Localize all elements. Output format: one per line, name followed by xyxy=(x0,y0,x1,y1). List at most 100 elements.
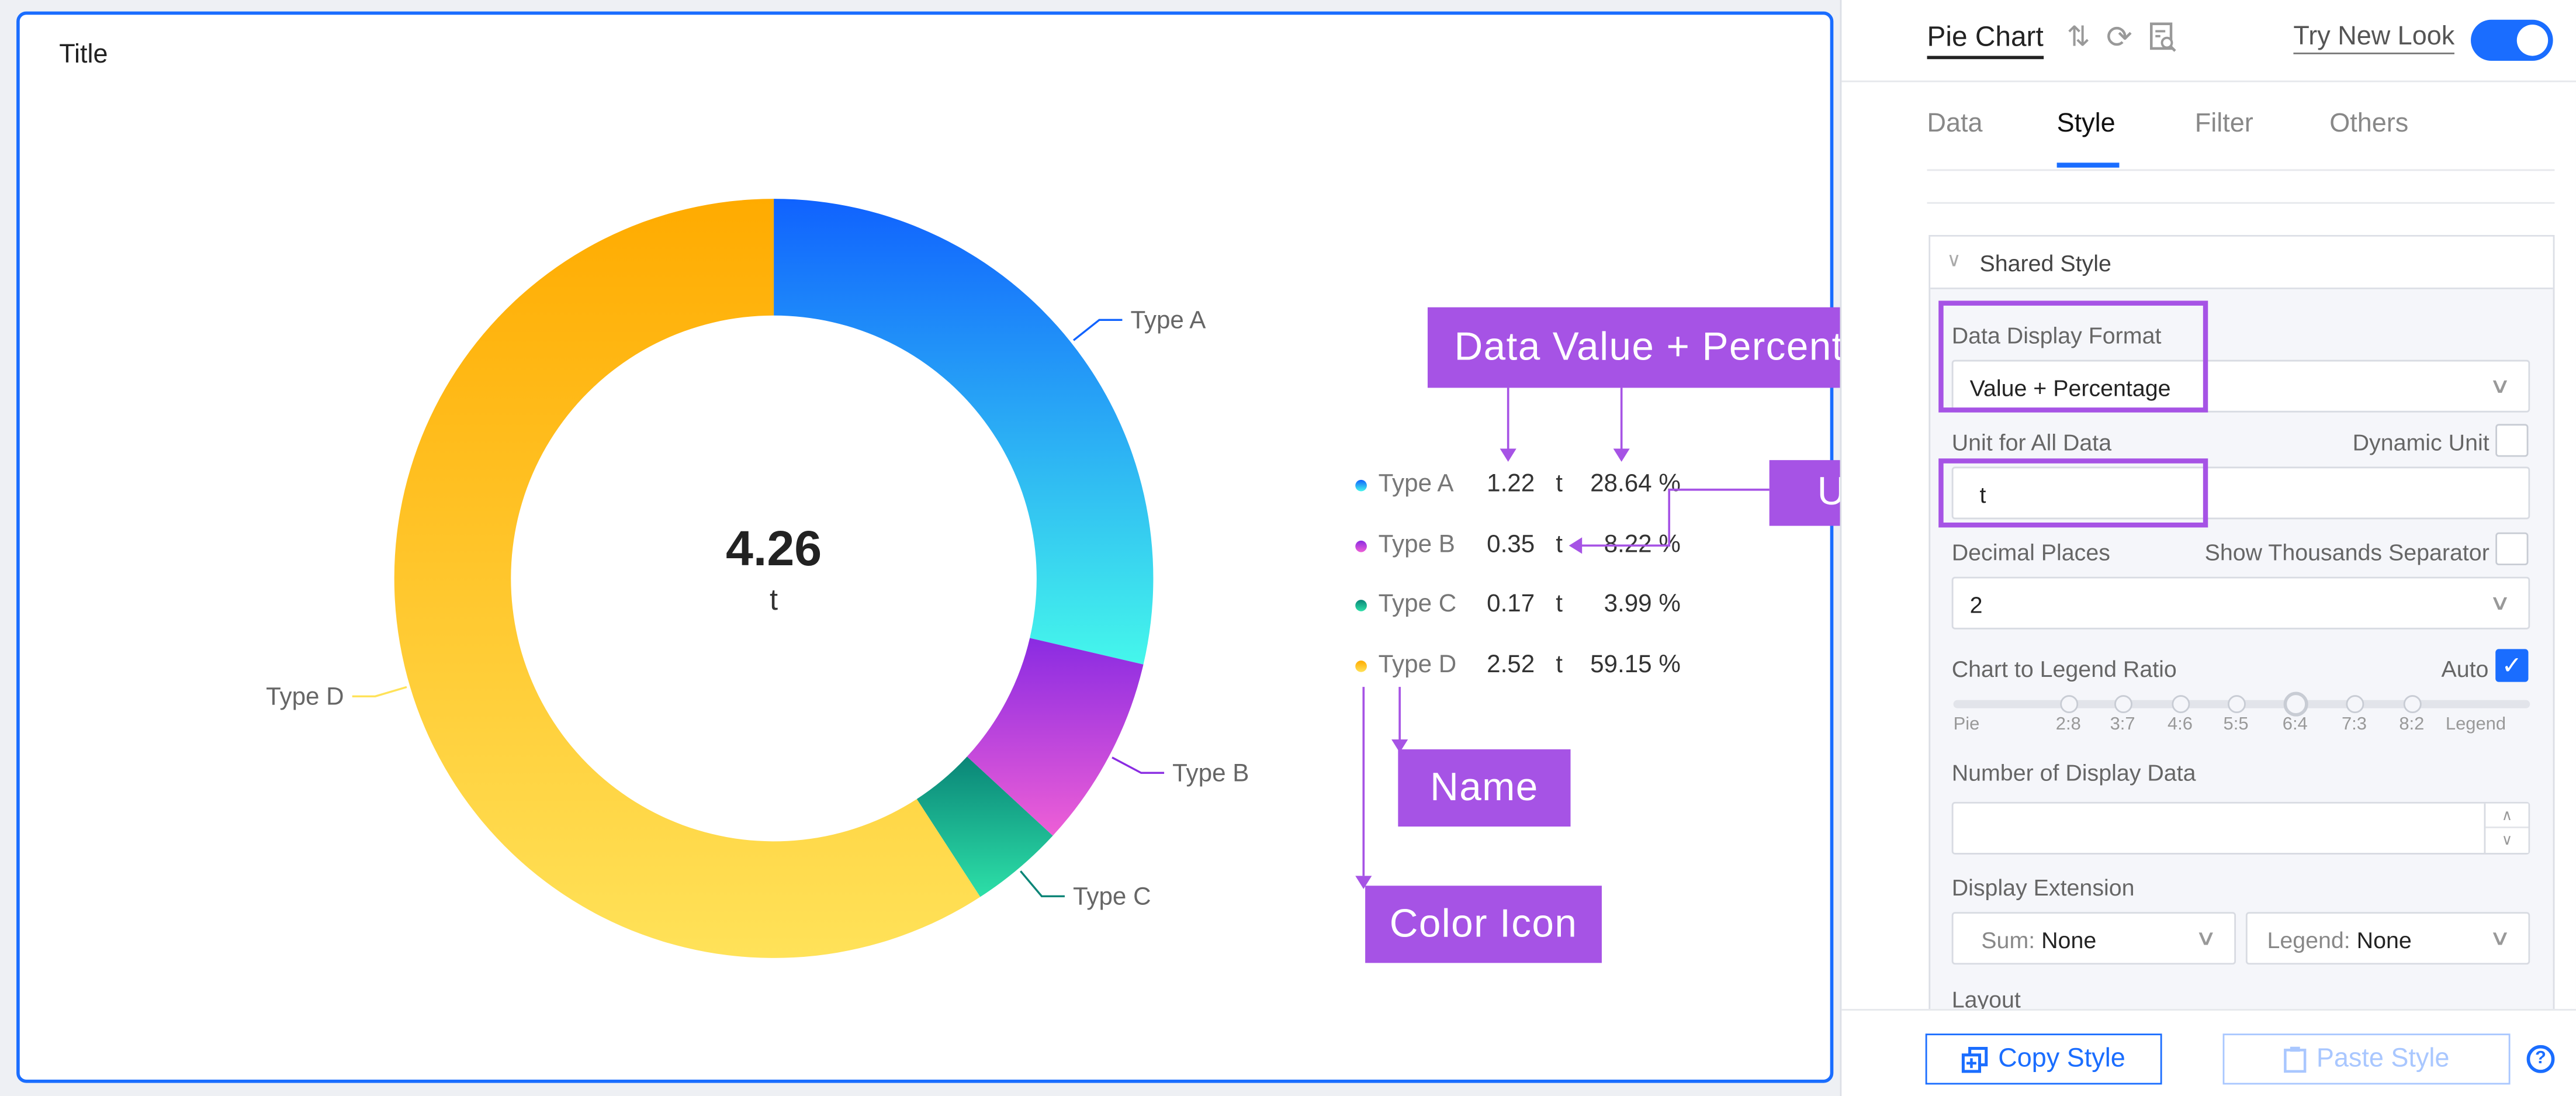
ratio-slider-handle[interactable] xyxy=(2283,692,2308,717)
dynamic-unit-label: Dynamic Unit xyxy=(2352,428,2490,455)
copy-style-button[interactable]: Copy Style xyxy=(1925,1033,2162,1085)
chart-title: Title xyxy=(59,41,108,70)
ratio-slider-stop[interactable] xyxy=(2059,695,2078,714)
sum-label: Sum: xyxy=(1981,926,2035,953)
sum-select[interactable]: Sum: None ∨ xyxy=(1951,912,2236,965)
legend-value: 0.17 xyxy=(1487,590,1535,619)
sort-icon[interactable]: ⇅ xyxy=(2066,21,2090,53)
copy-style-label: Copy Style xyxy=(1998,1044,2125,1073)
legend-percentage: 8.22 % xyxy=(1604,530,1681,558)
legend-unit: t xyxy=(1556,651,1563,679)
paste-style-button[interactable]: Paste Style xyxy=(2222,1033,2511,1085)
header-divider xyxy=(1841,80,2576,82)
chevron-down-icon: ∨ xyxy=(2490,590,2512,615)
selected-value: Value + Percentage xyxy=(1969,374,2171,401)
chevron-down-icon: ∨ xyxy=(2490,373,2512,398)
chevron-down-icon: ∨ xyxy=(2490,925,2512,950)
ratio-slider-stop[interactable] xyxy=(2402,695,2421,714)
num-display-label: Number of Display Data xyxy=(1951,759,2196,786)
panel-title[interactable]: Pie Chart xyxy=(1927,22,2044,60)
ratio-slider-stop[interactable] xyxy=(2345,695,2363,714)
tab-style[interactable]: Style xyxy=(2056,110,2115,139)
auto-checkbox[interactable]: ✓ xyxy=(2495,649,2529,682)
legend-percentage: 3.99 % xyxy=(1604,590,1681,619)
ratio-label: Chart to Legend Ratio xyxy=(1951,655,2177,682)
unit-label: Unit for All Data xyxy=(1951,428,2112,455)
dynamic-unit-checkbox[interactable] xyxy=(2495,424,2529,457)
active-tab-indicator xyxy=(2056,163,2120,168)
tab-others[interactable]: Others xyxy=(2329,110,2409,139)
chevron-down-icon: ∨ xyxy=(1947,248,1962,271)
data-display-format-select[interactable]: Value + Percentage ∨ xyxy=(1951,359,2530,413)
legend-unit: t xyxy=(1556,470,1563,498)
data-display-format-label: Data Display Format xyxy=(1951,321,2162,348)
divider xyxy=(1927,202,2555,204)
unit-input[interactable]: t xyxy=(1951,466,2530,520)
num-display-stepper[interactable]: ∧ ∨ xyxy=(2484,803,2529,853)
document-search-icon[interactable] xyxy=(2149,22,2177,53)
donut-chart: Type A Type B Type C Type D xyxy=(266,199,1249,958)
ratio-tick-label: 6:4 xyxy=(2282,714,2308,735)
copy-icon xyxy=(1962,1046,1989,1073)
legend-percentage: 28.64 % xyxy=(1590,470,1681,498)
color-icon xyxy=(1355,479,1367,492)
legend-row[interactable]: Type C 0.17 t 3.99 % xyxy=(1355,590,1700,623)
chevron-down-icon: ∨ xyxy=(2196,925,2218,950)
try-new-look-toggle[interactable] xyxy=(2471,19,2553,61)
ratio-slider-stop[interactable] xyxy=(2171,695,2189,714)
legend-value: None xyxy=(2356,926,2412,953)
highlight-data-display-format xyxy=(1938,300,2208,413)
ratio-tick-label: Legend xyxy=(2445,714,2506,735)
legend-name: Type C xyxy=(1378,590,1457,619)
try-new-look-link[interactable]: Try New Look xyxy=(2293,23,2455,54)
legend-value: 1.22 xyxy=(1487,470,1535,498)
legend-row[interactable]: Type D 2.52 t 59.15 % xyxy=(1355,651,1700,683)
tab-filter[interactable]: Filter xyxy=(2194,110,2253,139)
pie-slice-type-d[interactable] xyxy=(394,199,981,958)
num-display-input[interactable] xyxy=(1951,801,2530,855)
tab-data[interactable]: Data xyxy=(1927,110,1983,139)
legend-label: Legend: xyxy=(2267,926,2350,953)
tabs-divider xyxy=(1927,169,2555,171)
legend-percentage: 59.15 % xyxy=(1590,651,1681,679)
slice-label: Type B xyxy=(1172,759,1249,786)
refresh-icon[interactable]: ⟳ xyxy=(2106,21,2132,56)
ratio-slider-stop[interactable] xyxy=(2227,695,2245,714)
legend-value: 0.35 xyxy=(1487,530,1535,558)
paste-style-label: Paste Style xyxy=(2316,1044,2450,1073)
ratio-tick-label: Pie xyxy=(1953,714,1980,735)
pie-slice-type-a[interactable] xyxy=(774,199,1154,665)
leader-line xyxy=(1112,756,1165,774)
selected-value: 2 xyxy=(1969,592,1983,618)
decimal-places-select[interactable]: 2 ∨ xyxy=(1951,576,2530,630)
slice-label: Type A xyxy=(1130,306,1206,333)
legend-unit: t xyxy=(1556,590,1563,619)
legend-select[interactable]: Legend: None ∨ xyxy=(2245,912,2530,965)
ratio-tick-label: 7:3 xyxy=(2341,714,2367,735)
stepper-up-icon[interactable]: ∧ xyxy=(2485,804,2529,828)
decimal-places-label: Decimal Places xyxy=(1951,539,2110,566)
ratio-tick-label: 5:5 xyxy=(2223,714,2249,735)
annotation-color-icon: Color Icon xyxy=(1365,886,1602,963)
stepper-down-icon[interactable]: ∨ xyxy=(2501,831,2513,848)
center-total: 4.26 xyxy=(725,522,822,577)
pie-slice-type-b[interactable] xyxy=(967,638,1144,836)
slice-label: Type D xyxy=(266,682,344,710)
shared-style-header[interactable]: ∨ Shared Style xyxy=(1930,236,2553,289)
pie-slice-type-c[interactable] xyxy=(916,756,1053,897)
legend-row[interactable]: Type B 0.35 t 8.22 % xyxy=(1355,530,1700,563)
thousands-separator-checkbox[interactable] xyxy=(2495,532,2529,566)
legend-name: Type B xyxy=(1378,530,1455,558)
ratio-tick-label: 8:2 xyxy=(2399,714,2425,735)
leader-line xyxy=(352,686,407,697)
help-icon[interactable]: ? xyxy=(2526,1045,2555,1073)
display-extension-label: Display Extension xyxy=(1951,874,2135,901)
center-unit: t xyxy=(770,583,778,617)
legend-value: 2.52 xyxy=(1487,651,1535,679)
legend-row[interactable]: Type A 1.22 t 28.64 % xyxy=(1355,470,1700,503)
shared-style-section: ∨ Shared Style Data Display Format Value… xyxy=(1928,235,2555,1024)
leader-line xyxy=(1072,319,1123,341)
leader-line xyxy=(1020,870,1065,897)
ratio-slider-stop[interactable] xyxy=(2113,695,2132,714)
